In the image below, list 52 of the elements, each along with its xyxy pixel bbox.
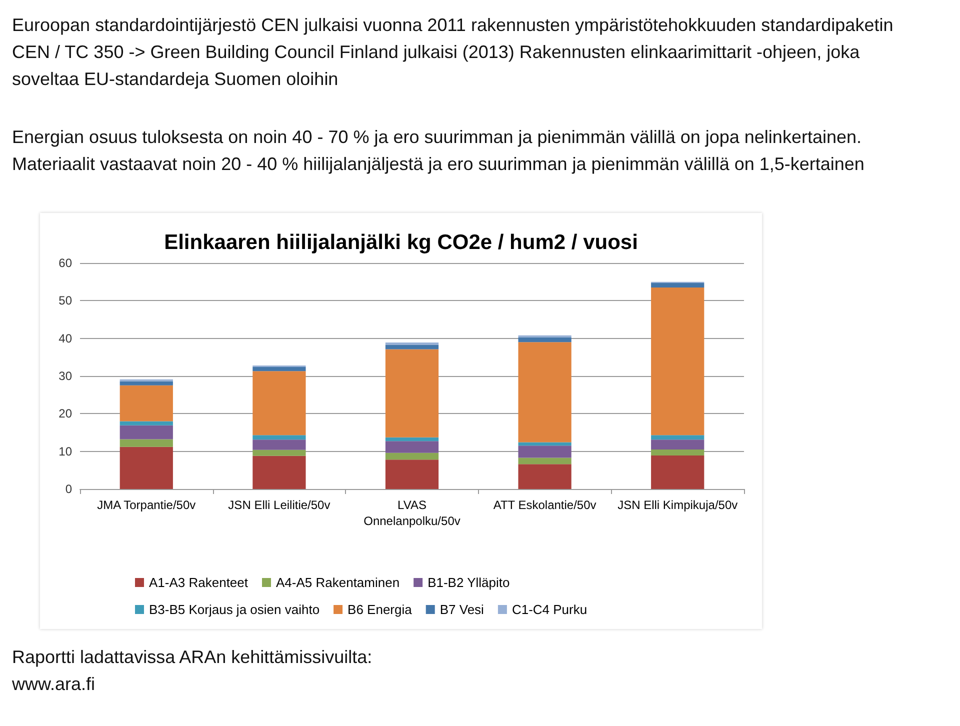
bar <box>385 460 439 489</box>
bar <box>120 439 173 447</box>
bar <box>651 440 704 450</box>
bar <box>385 452 439 460</box>
legend-label: A4-A5 Rakentaminen <box>276 575 400 590</box>
legend-label: B1-B2 Ylläpito <box>428 575 510 590</box>
bar <box>518 446 572 458</box>
bar <box>252 450 306 456</box>
y-tick-label: 20 <box>58 406 72 421</box>
x-tick-label: ATT Eskolantie/50v <box>493 498 596 512</box>
bar <box>651 455 704 489</box>
text: Energian osuus tuloksesta on noin 40 - 70 % ja ero suurimman ja pienimmän välillä on jopa nelinkertainen. Materiaalit vastaavat noin 20 - 40 % hiilijalanjäljestä ja ero suurimman ja pienimmän välillä on 1,5-kertainen <box>12 126 866 176</box>
bar <box>651 435 704 440</box>
bar <box>120 381 173 386</box>
x-tick-label: LVAS Onnelanpolku/50v <box>364 498 460 528</box>
bar <box>252 440 306 450</box>
bar <box>385 349 439 438</box>
y-tick-label: 60 <box>58 256 72 270</box>
bar <box>651 449 704 456</box>
x-tick-label: JSN Elli Leilitie/50v <box>228 498 330 512</box>
bar <box>651 287 704 436</box>
bar <box>651 282 704 288</box>
bar <box>120 446 173 489</box>
chart-title: Elinkaaren hiilijalanjälki kg CO2e / hum2 / vuosi <box>164 231 638 254</box>
bar <box>518 337 572 342</box>
legend-label: B6 Energia <box>348 602 413 617</box>
bar <box>120 421 173 426</box>
y-tick-label: 40 <box>58 331 72 346</box>
y-tick-label: 0 <box>65 482 72 496</box>
bar <box>252 456 306 489</box>
bar <box>252 435 306 440</box>
legend-label: B3-B5 Korjaus ja osien vaihto <box>149 602 320 617</box>
legend-label: C1-C4 Purku <box>512 602 588 617</box>
bar <box>385 437 439 442</box>
bar <box>518 458 572 464</box>
bar <box>252 371 306 436</box>
y-tick-label: 30 <box>58 369 72 383</box>
legend-label: B7 Vesi <box>440 602 484 617</box>
legend-label: A1-A3 Rakenteet <box>149 575 248 590</box>
x-tick-label: JSN Elli Kimpikuja/50v <box>618 498 738 512</box>
text: Euroopan standardointijärjestö CEN julkaisi vuonna 2011 rakennusten ympäristötehokkuuden standardipaketin CEN / TC 350 -> Green Building Council Finland julkaisi (2013) Rakennusten elinkaarimittarit -ohjeen, joka soveltaa EU-standardeja Suomen oloihin <box>12 14 894 91</box>
bar <box>385 441 439 453</box>
bar <box>518 342 572 442</box>
text: Raportti ladattavissa ARAn kehittämissivuilta: www.ara.fi <box>12 646 374 696</box>
bar <box>385 344 439 350</box>
bar <box>518 464 572 489</box>
bar <box>252 366 306 372</box>
x-tick-label: JMA Torpantie/50v <box>97 498 196 512</box>
y-tick-label: 50 <box>58 294 72 308</box>
y-tick-label: 10 <box>58 444 72 458</box>
bar <box>120 425 173 440</box>
bar <box>120 385 173 422</box>
